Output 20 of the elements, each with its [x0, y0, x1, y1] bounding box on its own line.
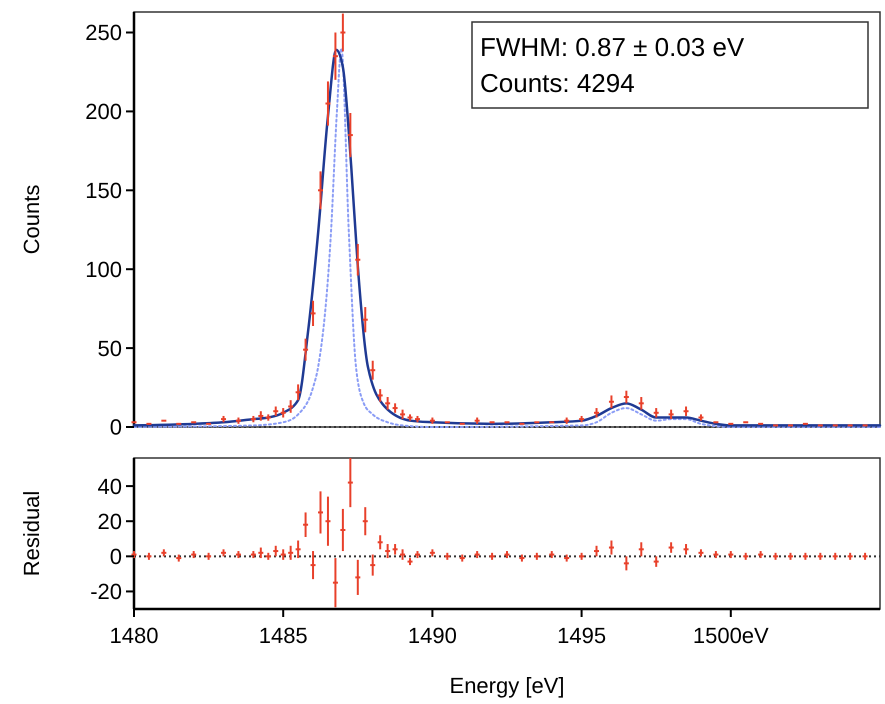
y-tick-label: 50 — [98, 336, 122, 361]
y-axis-title: Counts — [19, 184, 44, 254]
annotation: Counts: 4294 — [480, 68, 635, 98]
y-axis-title: Residual — [19, 490, 44, 576]
y-tick-label: 100 — [85, 256, 122, 282]
y-tick-label: 40 — [98, 474, 122, 499]
y-tick-label: -20 — [90, 579, 122, 604]
y-tick-label: 250 — [85, 20, 122, 46]
x-tick-label: 1485 — [258, 623, 308, 648]
y-tick-label: 150 — [85, 178, 122, 204]
annotation: FWHM: 0.87 ± 0.03 eV — [480, 32, 745, 62]
x-tick-label: 1495 — [557, 623, 606, 648]
x-tick-label: 1500eV — [692, 623, 770, 648]
y-tick-label: 20 — [98, 508, 122, 534]
y-tick-label: 0 — [110, 414, 122, 440]
x-tick-label: 1480 — [110, 623, 158, 648]
x-axis-title: Energy [eV] — [450, 673, 564, 698]
x-tick-label: 1490 — [408, 623, 457, 648]
y-tick-label: 200 — [85, 99, 122, 124]
y-tick-label: 0 — [110, 544, 122, 570]
